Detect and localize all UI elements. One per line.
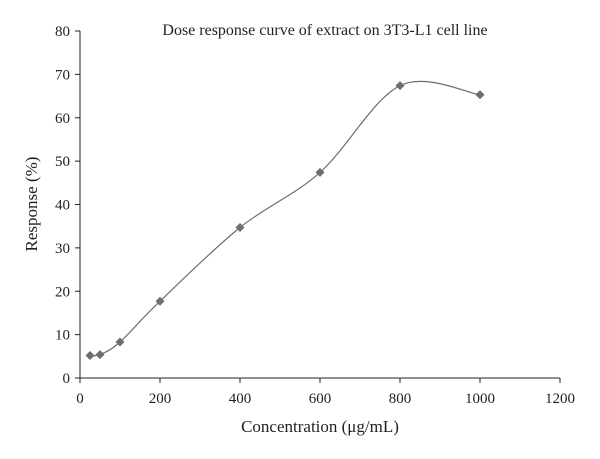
y-tick-label: 20 [55,284,70,300]
y-axis-label: Response (%) [22,157,41,252]
data-point-marker [115,337,125,347]
plot-area: 0 10 20 30 40 50 60 70 80 0 200 400 600 800 1000 1200 [55,24,575,407]
y-tick-label: 80 [55,24,70,40]
x-axis-label: Concentration (μg/mL) [241,417,399,436]
data-point-marker [85,350,95,360]
x-tick-label: 1000 [465,391,495,407]
data-point-marker [95,350,105,360]
data-point-marker [315,167,325,177]
x-tick-label: 0 [76,391,84,407]
data-point-marker [395,81,405,91]
x-tick-label: 800 [389,391,412,407]
y-tick-label: 10 [55,328,70,344]
y-tick-label: 30 [55,241,70,257]
y-tick-label: 50 [55,154,70,170]
data-point-marker [155,296,165,306]
x-tick-label: 400 [229,391,252,407]
y-tick-label: 60 [55,111,70,127]
x-tick-label: 600 [309,391,332,407]
y-tick-label: 40 [55,198,70,214]
series-markers [85,81,485,360]
series-line [89,80,481,357]
y-axis-ticks: 0 10 20 30 40 50 60 70 80 [55,24,80,387]
x-tick-label: 200 [149,391,172,407]
x-axis-ticks: 0 200 400 600 800 1000 1200 [76,378,575,407]
y-tick-label: 0 [63,371,71,387]
y-tick-label: 70 [55,67,70,83]
data-point-marker [475,90,485,100]
data-point-marker [235,222,245,232]
x-tick-label: 1200 [545,391,575,407]
chart-title: Dose response curve of extract on 3T3-L1… [162,22,487,39]
